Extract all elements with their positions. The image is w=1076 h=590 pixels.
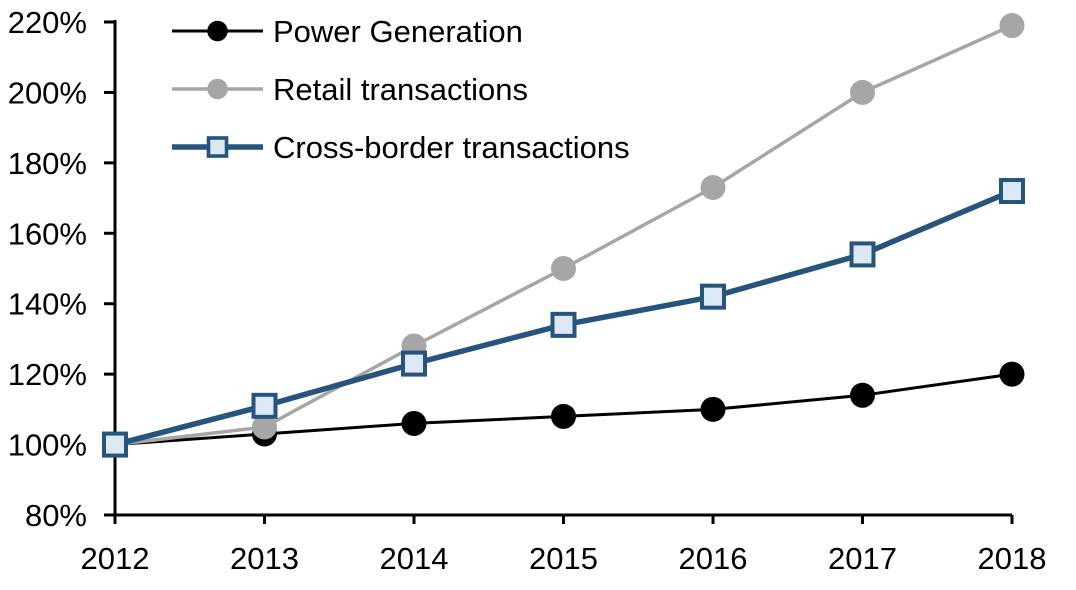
x-tick-label: 2018: [978, 541, 1047, 576]
series-cross-border-transactions: [102, 178, 1025, 458]
data-point-marker: [850, 79, 875, 105]
data-point-marker: [700, 283, 726, 310]
x-tick-label: 2014: [380, 541, 449, 576]
y-tick-label: 120%: [8, 357, 87, 392]
legend-label: Cross-border transactions: [273, 130, 630, 165]
data-point-marker: [207, 20, 228, 42]
data-point-marker: [252, 414, 277, 440]
legend: Power Generation Retail transactions Cross…: [172, 14, 630, 165]
data-point-marker: [849, 241, 876, 268]
legend-label: Power Generation: [273, 14, 523, 49]
y-tick-label: 80%: [25, 498, 87, 533]
axis-labels: 80% 100% 120% 140% 160% 180% 200% 220% 2012 2013 2…: [8, 5, 1047, 576]
data-point-marker: [700, 396, 726, 422]
y-tick-label: 220%: [8, 5, 87, 40]
data-point-marker: [401, 410, 427, 436]
legend-item-power-generation: Power Generation: [172, 14, 523, 49]
data-point-marker: [551, 403, 576, 429]
x-tick-label: 2013: [230, 541, 299, 576]
data-point-marker: [999, 178, 1025, 205]
data-point-marker: [700, 175, 726, 201]
legend-item-cross-border-transactions: Cross-border transactions: [172, 130, 630, 165]
y-tick-label: 160%: [8, 216, 87, 251]
data-point-marker: [251, 392, 278, 419]
data-point-marker: [551, 256, 576, 281]
legend-item-retail-transactions: Retail transactions: [172, 72, 528, 107]
data-point-marker: [401, 350, 427, 377]
data-point-marker: [999, 13, 1025, 39]
data-point-marker: [102, 431, 128, 458]
x-tick-label: 2017: [828, 541, 897, 576]
x-tick-label: 2016: [679, 541, 748, 576]
data-point-marker: [850, 382, 875, 408]
data-point-marker: [550, 311, 577, 338]
y-tick-label: 140%: [8, 287, 87, 322]
data-point-marker: [207, 78, 228, 100]
y-tick-label: 100%: [8, 428, 87, 463]
x-tick-label: 2012: [81, 541, 150, 576]
x-tick-label: 2015: [529, 541, 598, 576]
legend-label: Retail transactions: [273, 72, 528, 107]
y-tick-label: 180%: [8, 146, 87, 181]
y-tick-label: 200%: [8, 75, 87, 110]
data-point-marker: [206, 136, 229, 158]
data-point-marker: [999, 361, 1025, 387]
